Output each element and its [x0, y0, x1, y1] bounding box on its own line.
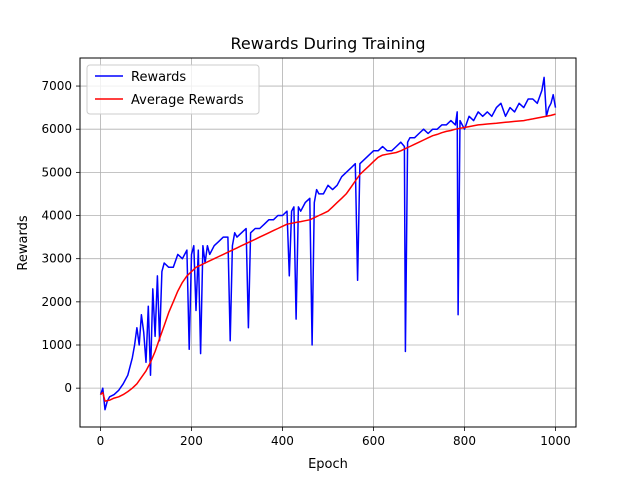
legend: Rewards Average Rewards — [86, 64, 260, 115]
rewards-line — [99, 76, 557, 411]
x-tick-label: 0 — [97, 434, 105, 448]
x-tick-label: 600 — [362, 434, 385, 448]
y-axis-ticks: 0 1000 2000 3000 4000 5000 6000 7000 — [41, 79, 80, 395]
chart-title: Rewards During Training — [230, 34, 425, 53]
y-tick-label: 0 — [64, 381, 72, 395]
average-rewards-line — [99, 113, 556, 402]
x-axis-label: Epoch — [308, 457, 348, 472]
y-axis-label: Rewards — [16, 215, 31, 270]
y-tick-label: 1000 — [41, 338, 72, 352]
y-tick-label: 6000 — [41, 122, 72, 136]
plot-area — [99, 76, 557, 411]
y-tick-label: 2000 — [41, 295, 72, 309]
average-rewards-legend-label: Average Rewards — [131, 93, 244, 108]
y-tick-label: 5000 — [41, 165, 72, 179]
x-tick-label: 400 — [271, 434, 294, 448]
x-tick-label: 1000 — [540, 434, 571, 448]
rewards-legend-label: Rewards — [131, 70, 186, 85]
grid-lines — [80, 58, 576, 427]
y-tick-label: 4000 — [41, 209, 72, 223]
y-tick-label: 3000 — [41, 252, 72, 266]
x-axis-ticks: 0 200 400 600 800 1000 — [97, 427, 571, 448]
x-tick-label: 200 — [180, 434, 203, 448]
axes-frame — [79, 57, 577, 428]
legend-box — [86, 64, 260, 115]
y-tick-label: 7000 — [41, 79, 72, 93]
x-tick-label: 800 — [453, 434, 476, 448]
